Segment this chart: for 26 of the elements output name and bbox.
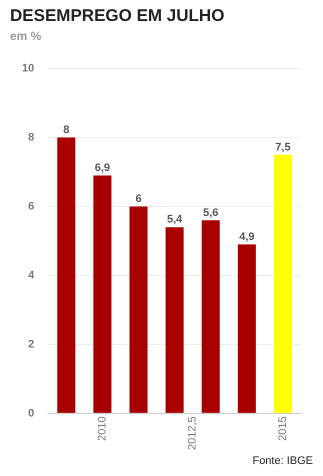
chart-subtitle: em % [10,29,42,43]
y-tick-label: 0 [28,407,34,420]
bar [57,138,76,413]
x-tick-label: 2010 [96,416,108,441]
data-label: 4,9 [239,230,254,243]
bar [274,154,292,413]
data-label: 8 [63,124,70,136]
bar [202,220,220,413]
data-label: 6 [135,193,142,206]
bar [93,175,112,413]
y-tick-label: 4 [28,269,36,282]
bar [238,244,256,413]
x-tick-label: 2012,5 [186,416,199,450]
source-note: Fonte: IBGE [252,455,313,467]
y-tick-label: 2 [28,338,34,350]
y-tick-label: 10 [22,62,34,75]
data-label: 5,4 [166,214,184,226]
data-label: 6,9 [94,162,110,174]
x-tick-label: 2015 [276,416,289,441]
y-tick-label: 8 [28,132,34,144]
chart-title: DESEMPREGO EM JULHO [10,6,224,26]
bar [166,227,184,413]
data-label: 7,5 [275,141,291,154]
bar [129,206,148,413]
data-label: 5,6 [203,206,218,219]
y-tick-label: 6 [28,200,34,213]
